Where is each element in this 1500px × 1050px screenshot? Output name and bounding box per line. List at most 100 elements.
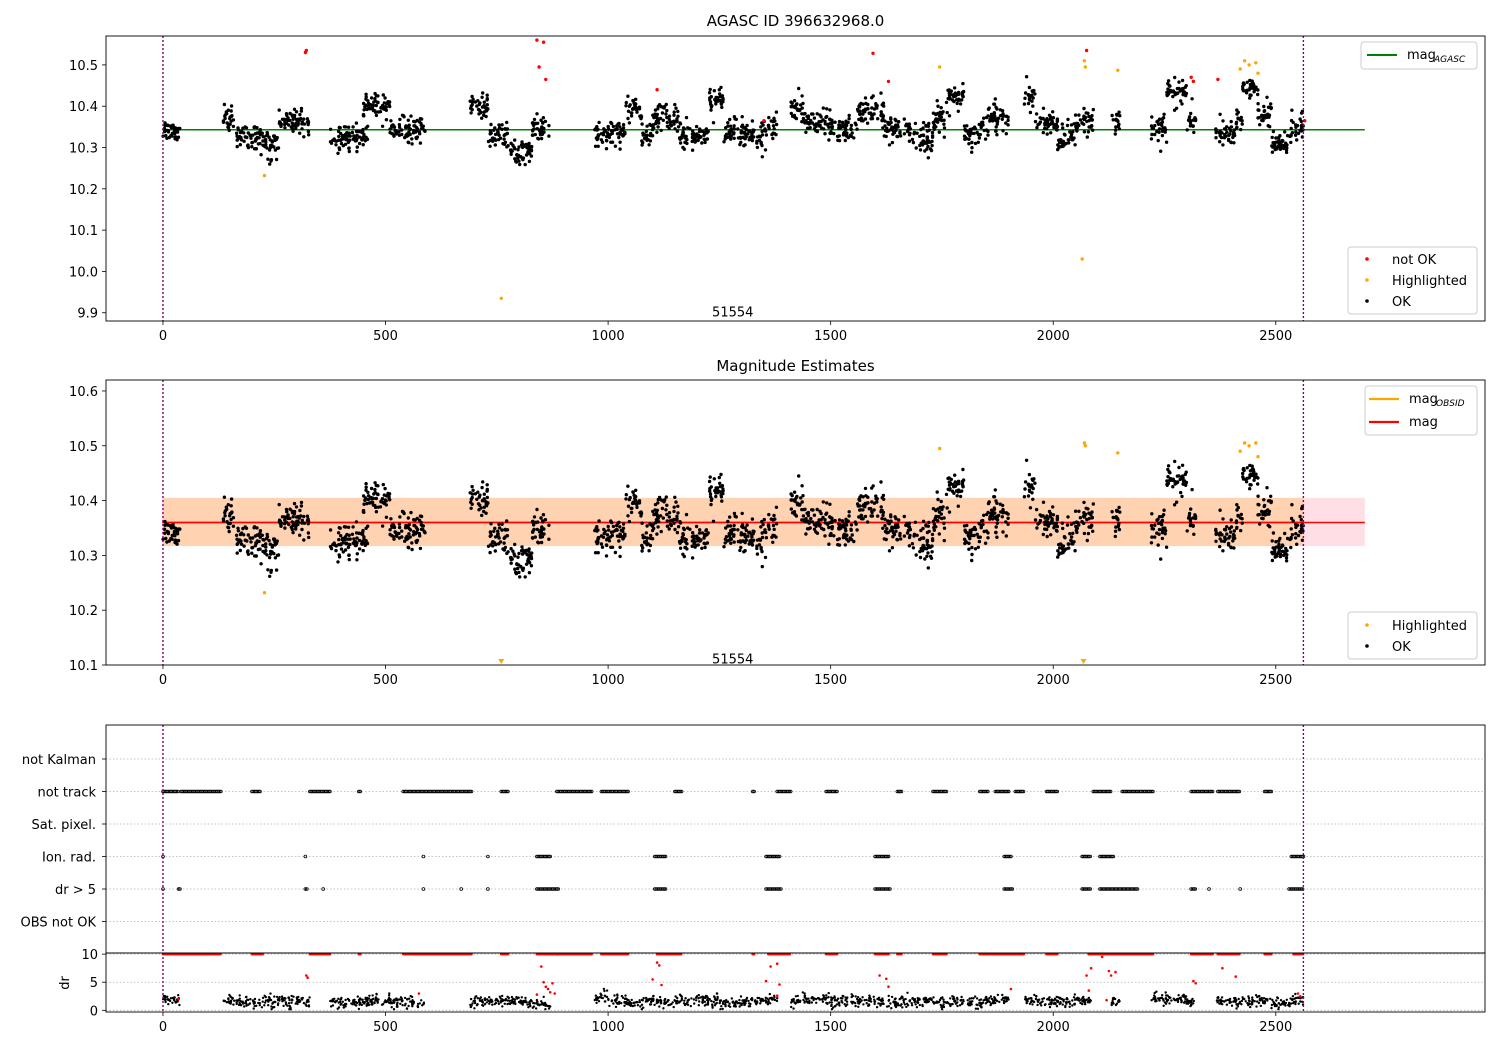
- ok-point: [1000, 503, 1005, 508]
- ok-point: [763, 127, 767, 131]
- ok-point: [1034, 507, 1039, 512]
- ok-point: [942, 122, 946, 126]
- ok-point: [408, 528, 413, 532]
- ok-point: [729, 130, 733, 134]
- ok-point: [643, 540, 647, 545]
- ok-point: [1024, 75, 1029, 79]
- dr-point: [249, 998, 252, 1001]
- ok-point: [968, 536, 972, 541]
- ok-point: [770, 535, 774, 539]
- dr-point: [300, 997, 303, 1000]
- ok-point: [865, 520, 870, 524]
- ok-point: [1221, 549, 1225, 553]
- ok-point: [357, 141, 362, 146]
- ok-point: [870, 116, 875, 121]
- ok-point: [1000, 109, 1005, 113]
- dr-point: [502, 999, 505, 1002]
- dr-point: [296, 1000, 299, 1003]
- ok-point: [641, 133, 645, 137]
- ok-point: [907, 133, 912, 137]
- ok-point: [856, 109, 861, 113]
- legend-frame: [1347, 246, 1478, 315]
- ok-point: [513, 567, 517, 571]
- ok-point: [1247, 88, 1252, 92]
- ok-point: [970, 150, 974, 154]
- ok-point: [726, 124, 730, 128]
- ok-point: [1248, 469, 1253, 473]
- ok-point: [659, 128, 663, 133]
- ok-point: [176, 128, 180, 132]
- ok-point: [488, 530, 493, 534]
- ok-point: [342, 125, 347, 129]
- ok-point: [275, 553, 280, 557]
- ok-point: [947, 114, 952, 118]
- ok-point: [497, 522, 501, 526]
- ok-point: [1149, 541, 1154, 545]
- ok-point: [1231, 539, 1235, 543]
- dr-point: [481, 1003, 484, 1007]
- ok-point: [505, 120, 509, 125]
- ok-point: [766, 123, 771, 128]
- ok-point: [480, 105, 485, 109]
- ok-point: [336, 151, 340, 155]
- ok-point: [519, 549, 524, 553]
- ok-point: [805, 121, 810, 125]
- ok-point: [415, 516, 419, 521]
- ok-point: [1263, 513, 1267, 517]
- dr-point: [396, 1004, 399, 1007]
- ok-point: [925, 554, 929, 558]
- ok-point: [761, 123, 765, 127]
- ok-point: [229, 119, 233, 123]
- ok-point: [645, 524, 649, 528]
- ok-point: [270, 543, 274, 548]
- ok-point: [366, 497, 370, 502]
- ok-point: [1082, 130, 1087, 134]
- ok-point: [825, 511, 829, 515]
- ok-point: [536, 136, 540, 141]
- ok-point: [1157, 127, 1162, 131]
- ok-point: [669, 523, 673, 528]
- ok-point: [502, 133, 506, 138]
- ok-point: [755, 552, 760, 556]
- dr-point: [488, 996, 491, 999]
- ok-point: [1051, 513, 1056, 517]
- dr-point: [358, 1003, 361, 1006]
- ok-point: [503, 140, 508, 144]
- ok-point: [1225, 532, 1229, 536]
- ok-point: [1028, 110, 1033, 115]
- dr-point: [501, 994, 504, 998]
- ok-point: [605, 139, 609, 143]
- ok-point: [290, 127, 294, 131]
- ok-point: [650, 134, 655, 138]
- ok-point: [493, 137, 497, 141]
- ok-point: [605, 543, 609, 548]
- ok-point: [624, 100, 628, 105]
- ok-point: [871, 94, 875, 98]
- ok-point: [760, 564, 764, 569]
- ok-point: [699, 135, 703, 139]
- dr-point: [284, 1001, 288, 1004]
- ok-point: [412, 518, 416, 522]
- ok-point: [392, 125, 397, 129]
- ok-point: [801, 116, 806, 121]
- ok-point: [966, 131, 970, 135]
- ok-point: [732, 136, 736, 140]
- ok-point: [337, 147, 342, 152]
- ok-point: [417, 120, 422, 124]
- ok-point: [840, 120, 845, 125]
- flag-category-label: Sat. pixel.: [32, 818, 96, 833]
- ok-point: [956, 479, 961, 483]
- ok-point: [328, 528, 333, 532]
- dr-point: [356, 1001, 359, 1005]
- ok-point: [1026, 482, 1031, 486]
- ok-point: [799, 496, 803, 500]
- ok-point: [173, 540, 177, 545]
- ok-point: [734, 117, 738, 122]
- ok-point: [406, 140, 410, 144]
- ok-point: [529, 154, 534, 158]
- ok-point: [517, 570, 521, 575]
- ok-point: [790, 511, 795, 515]
- ok-point: [1288, 537, 1292, 542]
